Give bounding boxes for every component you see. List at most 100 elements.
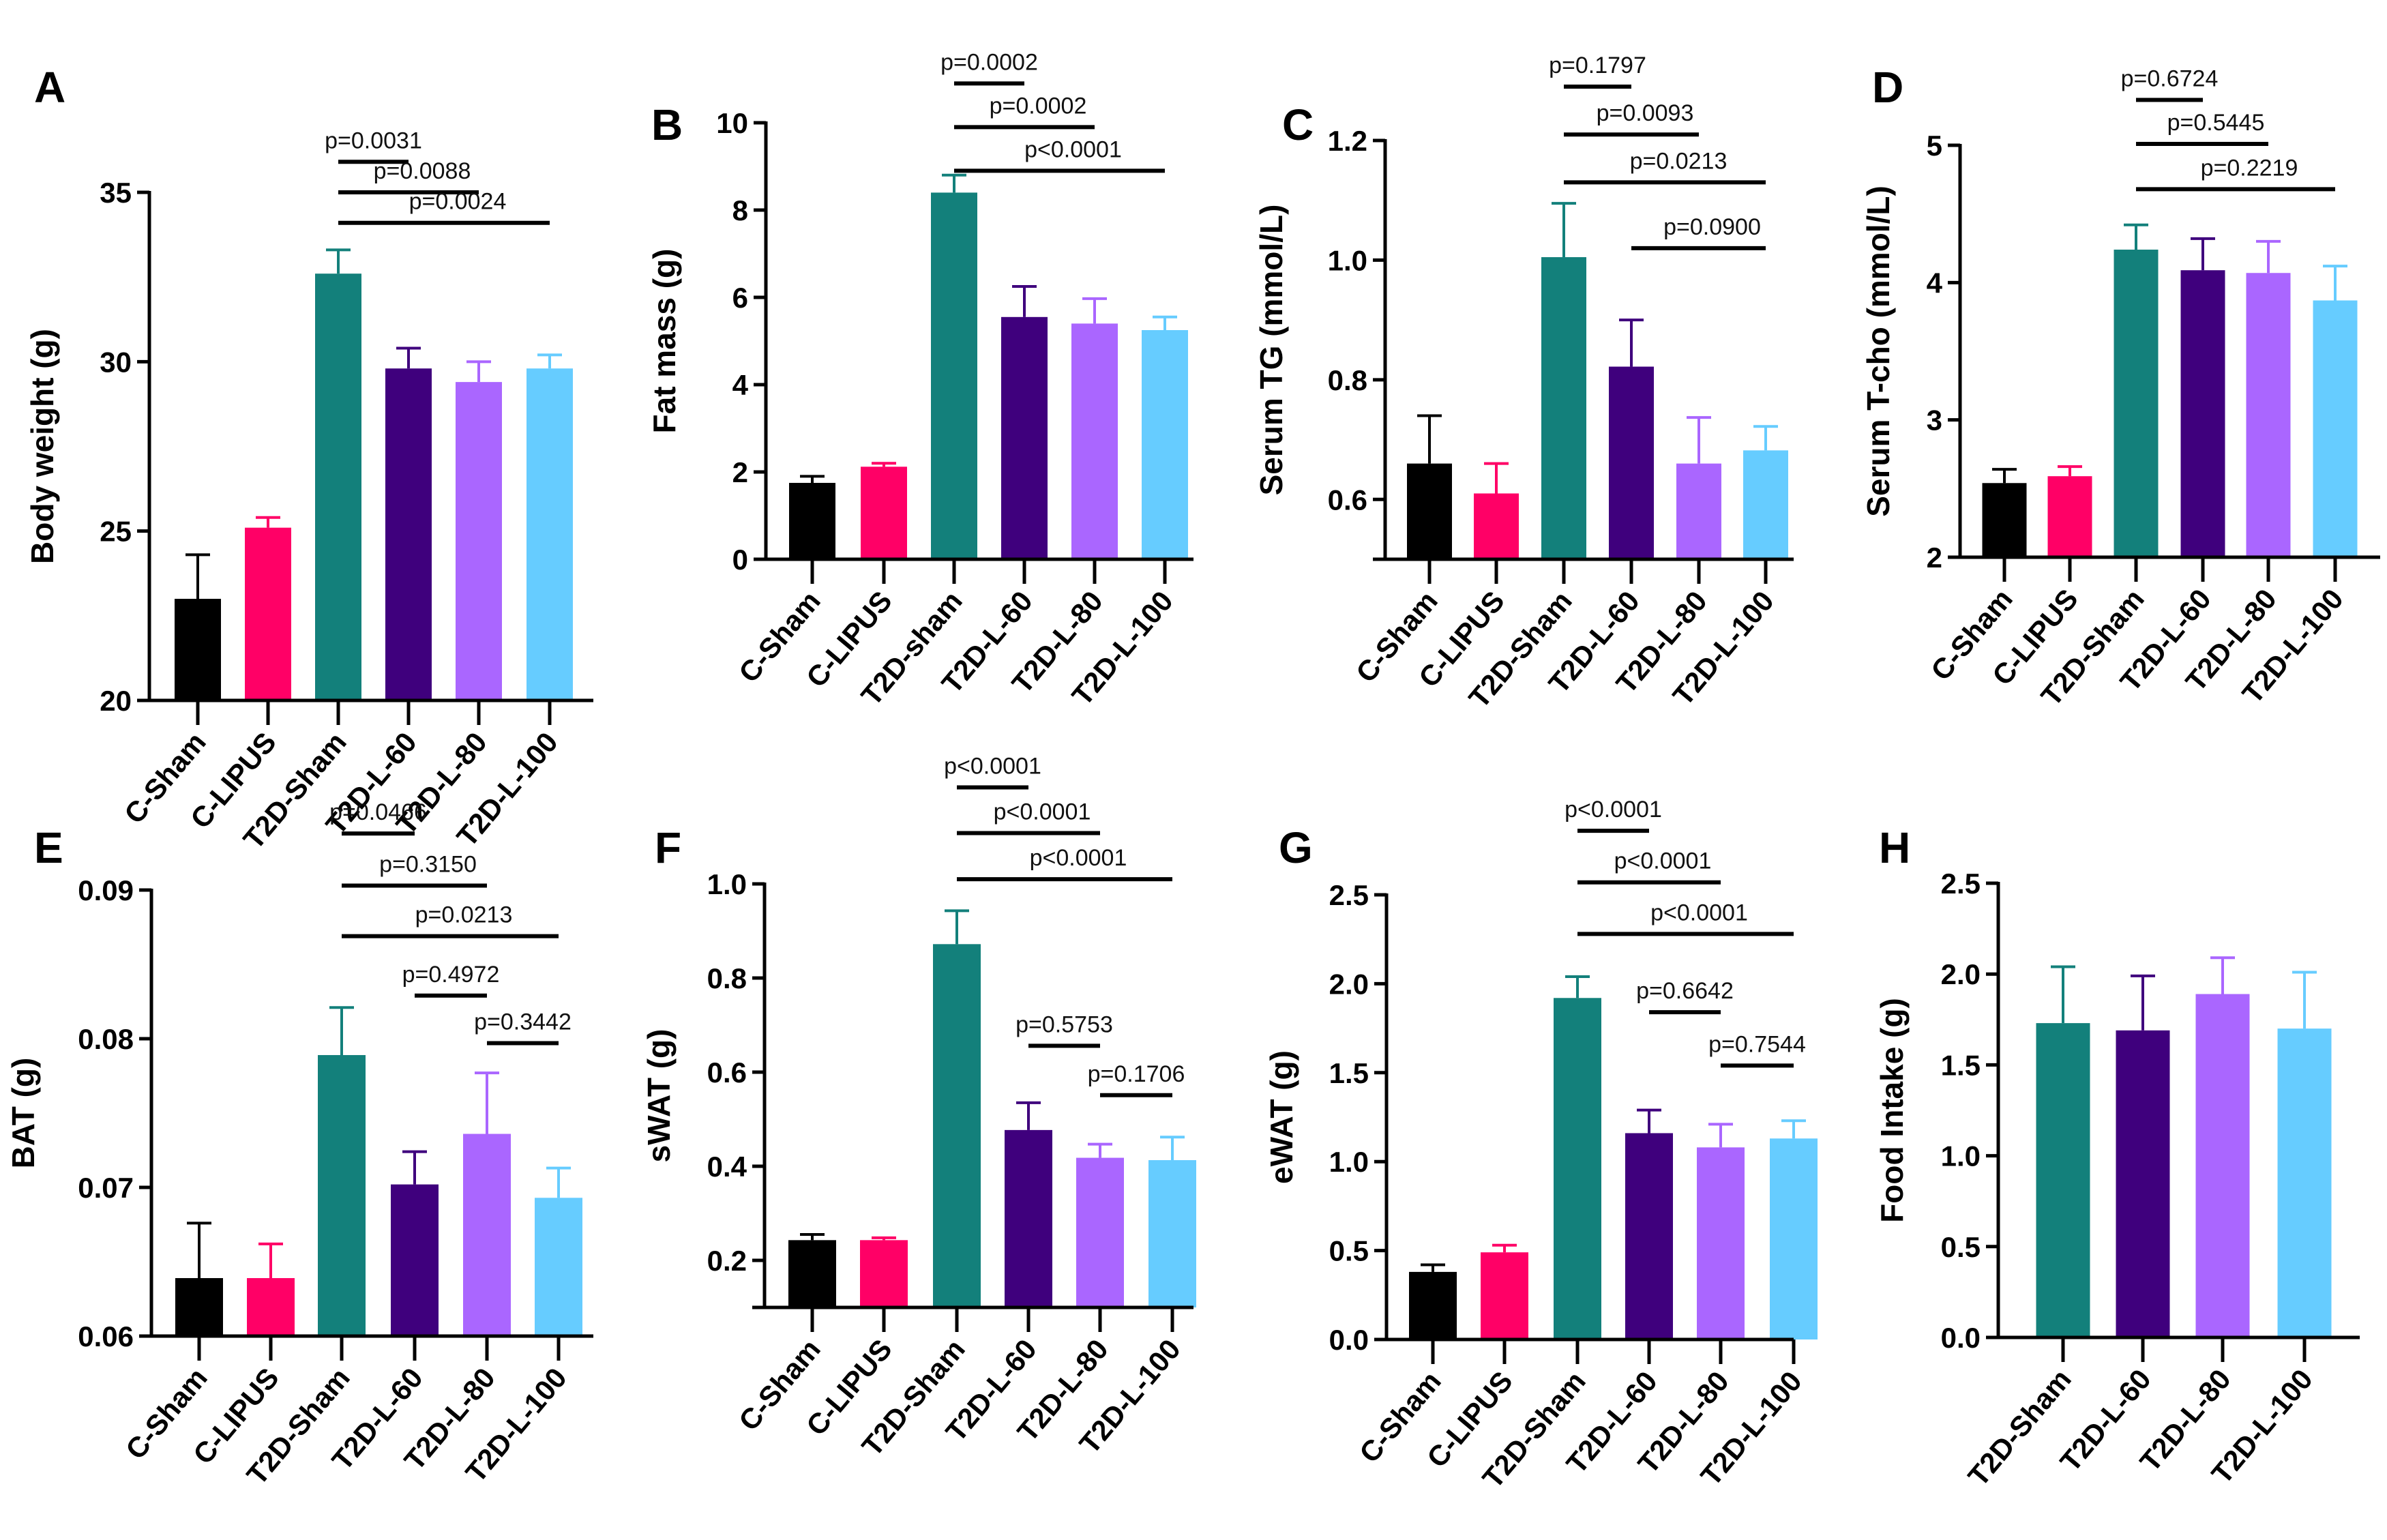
bar-t2d-sham: [1541, 257, 1586, 559]
bar-c-sham: [1409, 1271, 1457, 1339]
bar-c-lipus: [245, 527, 291, 700]
bar-t2d-l-60: [1625, 1133, 1673, 1339]
y-tick-label: 3: [1927, 404, 1942, 436]
panel-letter-f: F: [655, 823, 681, 872]
y-tick-label: 4: [732, 369, 749, 401]
p-value-label: p<0.0001: [994, 799, 1091, 825]
y-tick-label: 0.09: [78, 874, 134, 906]
y-tick-label: 0.5: [1329, 1235, 1369, 1267]
bar-t2d-l-80: [456, 382, 502, 700]
panel-letter-g: G: [1279, 823, 1313, 872]
y-tick-label: 10: [716, 107, 748, 139]
panel-letter-h: H: [1879, 823, 1910, 872]
bar-t2d-l-60: [2180, 270, 2225, 557]
bar-t2d-sham: [2114, 250, 2159, 557]
y-axis-title: Serum TG (mmol/L): [1254, 205, 1289, 496]
bar-c-sham: [788, 1240, 836, 1307]
y-axis-title: BAT (g): [5, 1058, 41, 1169]
bar-t2d-l-60: [385, 368, 432, 700]
y-tick-label: 6: [732, 282, 748, 314]
bar-t2d-l-80: [463, 1134, 511, 1336]
p-value-label: p=0.0466: [329, 799, 427, 825]
bar-t2d-l-100: [1743, 450, 1788, 559]
bar-t2d-sham: [931, 192, 977, 559]
y-tick-label: 2.0: [1329, 968, 1369, 1000]
p-value-label: p=0.0031: [325, 128, 422, 153]
bar-c-sham: [1982, 483, 2027, 557]
bar-t2d-l-60: [1609, 366, 1654, 559]
bar-t2d-l-80: [1676, 463, 1721, 559]
bar-t2d-l-60: [1001, 316, 1048, 559]
y-tick-label: 2: [732, 456, 748, 488]
bar-c-sham: [1407, 463, 1452, 559]
y-tick-label: 0.8: [1328, 364, 1367, 396]
y-tick-label: 2: [1927, 542, 1942, 574]
p-value-label: p<0.0001: [1614, 848, 1712, 874]
y-tick-label: 1.0: [1941, 1140, 1981, 1172]
y-tick-label: 1.5: [1941, 1049, 1981, 1081]
y-tick-label: 0.6: [1328, 484, 1367, 516]
p-value-label: p<0.0001: [944, 754, 1041, 780]
bar-t2d-l-60: [1005, 1129, 1052, 1307]
bar-t2d-l-100: [1142, 330, 1188, 559]
bar-t2d-sham: [2036, 1023, 2090, 1337]
y-tick-label: 1.5: [1329, 1057, 1369, 1089]
y-axis-title: Fat mass (g): [647, 249, 682, 434]
y-tick-label: 35: [100, 177, 132, 209]
p-value-label: p<0.0001: [1650, 900, 1748, 926]
p-value-label: p=0.0093: [1597, 100, 1694, 126]
p-value-label: p=0.5445: [2167, 110, 2265, 136]
y-tick-label: 4: [1927, 267, 1943, 299]
bar-t2d-l-80: [1076, 1157, 1124, 1307]
p-value-label: p=0.0002: [940, 49, 1038, 75]
bar-c-lipus: [860, 1240, 908, 1307]
bar-c-sham: [175, 1277, 223, 1336]
p-value-label: p<0.0001: [1565, 797, 1662, 823]
panel-letter-c: C: [1282, 100, 1314, 149]
bar-t2d-sham: [1554, 998, 1601, 1339]
p-value-label: p=0.6724: [2121, 66, 2219, 92]
bar-t2d-l-100: [1770, 1138, 1818, 1339]
y-axis-title: eWAT (g): [1264, 1050, 1299, 1184]
p-value-label: p=0.2219: [2201, 155, 2298, 181]
bar-t2d-l-60: [391, 1184, 439, 1336]
p-value-label: p=0.7544: [1708, 1031, 1806, 1057]
bar-t2d-l-100: [527, 368, 573, 700]
bar-t2d-l-100: [2277, 1028, 2332, 1337]
p-value-label: p=0.3442: [474, 1009, 572, 1035]
y-tick-label: 0.0: [1329, 1324, 1369, 1356]
y-axis-title: Food Intake (g): [1874, 998, 1910, 1223]
bar-t2d-sham: [933, 944, 981, 1307]
y-axis-title: Body weight (g): [25, 329, 60, 564]
bar-c-lipus: [247, 1277, 295, 1336]
p-value-label: p=0.6642: [1636, 978, 1734, 1004]
y-tick-label: 0: [732, 544, 748, 576]
y-tick-label: 30: [100, 346, 132, 378]
plots-layer: 20253035C-ShamC-LIPUST2D-ShamT2D-L-60T2D…: [5, 49, 2380, 1494]
bar-t2d-sham: [318, 1054, 366, 1336]
y-tick-label: 2.5: [1329, 879, 1369, 911]
bar-c-lipus: [1481, 1252, 1528, 1339]
bar-t2d-l-100: [2313, 300, 2358, 557]
y-tick-label: 0.06: [78, 1320, 134, 1352]
p-value-label: p=0.1797: [1549, 53, 1646, 78]
bar-t2d-l-80: [1071, 323, 1118, 559]
y-tick-label: 5: [1927, 130, 1942, 162]
y-tick-label: 0.8: [707, 962, 747, 994]
panel-letter-e: E: [34, 823, 63, 872]
bar-t2d-l-80: [1697, 1147, 1745, 1339]
y-tick-label: 0.6: [707, 1056, 747, 1089]
y-axis-title: Serum T-cho (mmol/L): [1860, 186, 1896, 517]
bar-t2d-l-80: [2246, 273, 2291, 557]
p-value-label: p<0.0001: [1030, 845, 1127, 871]
y-tick-label: 1.0: [1329, 1146, 1369, 1178]
y-tick-label: 25: [100, 516, 132, 548]
p-value-label: p=0.0002: [990, 93, 1087, 119]
p-value-label: p=0.3150: [379, 851, 477, 877]
panel-letter-b: B: [651, 100, 683, 149]
p-value-label: p=0.0088: [374, 158, 471, 184]
p-value-label: p=0.0213: [1630, 148, 1728, 174]
y-tick-label: 8: [732, 194, 748, 226]
bar-c-sham: [175, 599, 221, 700]
